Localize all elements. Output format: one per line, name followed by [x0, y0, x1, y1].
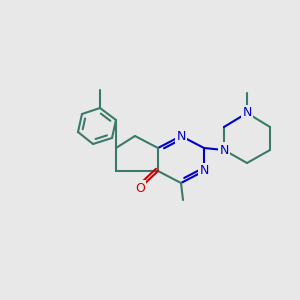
- Text: O: O: [135, 182, 145, 194]
- Text: N: N: [219, 143, 229, 157]
- Text: N: N: [199, 164, 209, 178]
- Text: N: N: [176, 130, 186, 142]
- Text: N: N: [242, 106, 252, 119]
